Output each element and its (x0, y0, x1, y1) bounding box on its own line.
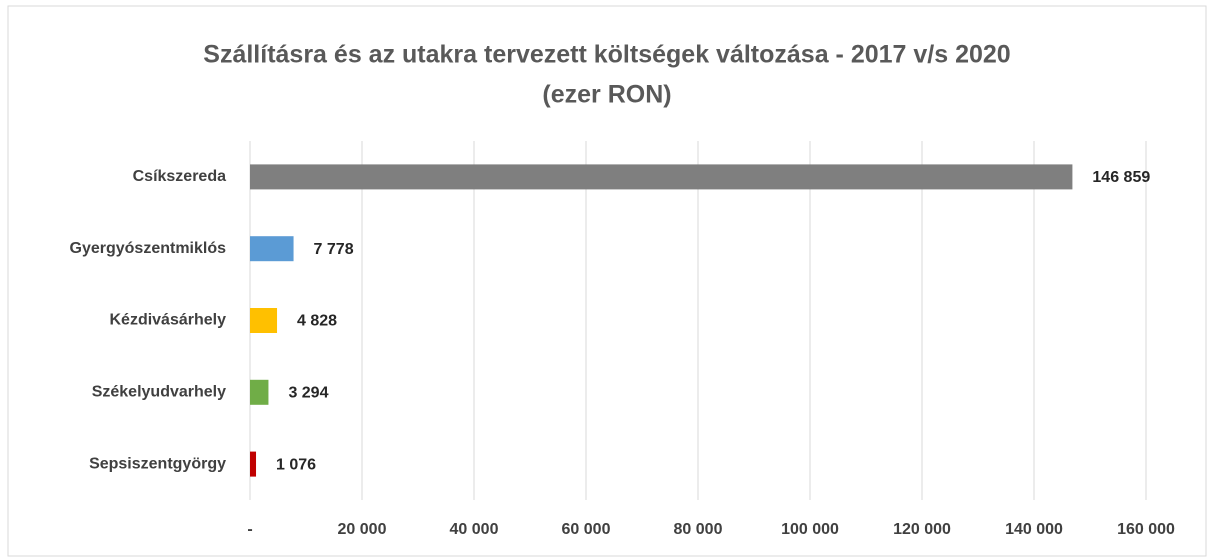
chart-title: Szállításra és az utakra tervezett költs… (203, 41, 1010, 69)
x-tick-label: 20 000 (338, 521, 387, 538)
bar (250, 308, 278, 333)
value-label: 4 828 (297, 313, 337, 330)
y-tick-label: Gyergyószentmiklós (70, 240, 227, 257)
x-tick-label: 100 000 (781, 521, 839, 538)
value-label: 146 859 (1092, 169, 1150, 186)
bar (250, 379, 269, 405)
y-tick-label: Csíkszereda (133, 168, 226, 185)
y-tick-label: Kézdivásárhely (109, 312, 226, 329)
value-label: 3 294 (288, 385, 328, 402)
x-tick-label: 120 000 (893, 521, 951, 538)
chart-title: (ezer RON) (542, 81, 671, 109)
bar (250, 236, 294, 262)
x-tick-label: 140 000 (1005, 521, 1063, 538)
x-tick-label: 60 000 (562, 521, 611, 538)
y-tick-label: Székelyudvarhely (92, 384, 226, 401)
chart-border (7, 5, 1207, 557)
value-label: 7 778 (314, 241, 354, 258)
y-tick-label: Sepsiszentgyörgy (89, 455, 226, 472)
x-tick-label: - (247, 521, 252, 538)
x-tick-label: 160 000 (1117, 521, 1175, 538)
bar (250, 164, 1073, 190)
bar (250, 451, 257, 477)
x-tick-label: 40 000 (450, 521, 499, 538)
value-label: 1 076 (276, 456, 316, 473)
x-tick-label: 80 000 (674, 521, 723, 538)
